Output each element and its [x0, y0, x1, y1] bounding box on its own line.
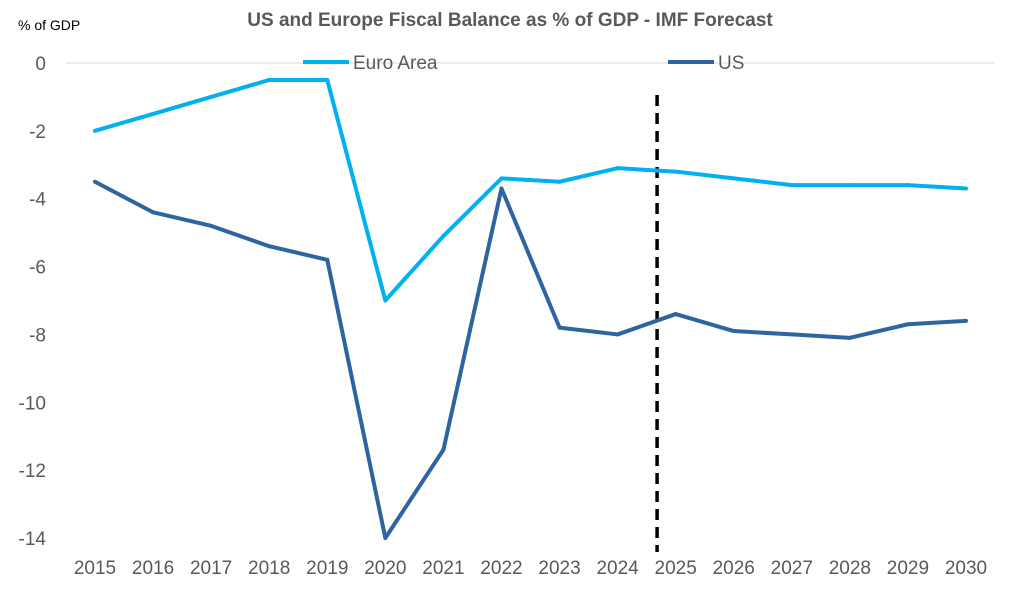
x-tick-label: 2016 [132, 558, 174, 579]
data-point [209, 94, 214, 99]
y-axis-label: % of GDP [18, 17, 80, 33]
data-point [441, 447, 446, 452]
y-tick-label: -10 [19, 393, 46, 414]
x-tick-label: 2024 [596, 558, 639, 579]
data-point [267, 77, 272, 82]
data-point [209, 223, 214, 228]
data-point [557, 179, 562, 184]
y-tick-label: -12 [19, 461, 46, 482]
data-point [964, 318, 968, 323]
x-tick-label: 2021 [422, 558, 464, 579]
x-tick-label: 2019 [306, 558, 348, 579]
data-point [93, 179, 97, 184]
x-tick-label: 2022 [480, 558, 522, 579]
y-tick-label: 0 [35, 54, 46, 75]
x-tick-label: 2028 [829, 558, 871, 579]
series-line-us [94, 179, 967, 540]
data-point [151, 111, 156, 116]
data-point [557, 325, 562, 330]
data-point [93, 128, 97, 133]
data-point [847, 335, 852, 340]
data-point [383, 298, 388, 303]
y-tick-label: -4 [29, 190, 46, 211]
x-tick-label: 2020 [364, 558, 406, 579]
x-tick-label: 2025 [655, 558, 697, 579]
x-tick-label: 2017 [190, 558, 232, 579]
data-point [964, 186, 968, 191]
data-point [905, 322, 910, 327]
chart-title: US and Europe Fiscal Balance as % of GDP… [247, 10, 773, 31]
data-point [267, 244, 272, 249]
data-point [847, 183, 852, 188]
y-tick-label: -8 [29, 325, 46, 346]
data-point [789, 332, 794, 337]
x-tick-label: 2030 [945, 558, 987, 579]
x-tick-label: 2026 [713, 558, 755, 579]
data-point [151, 210, 156, 215]
x-tick-label: 2029 [887, 558, 929, 579]
data-point [615, 332, 620, 337]
data-point [789, 183, 794, 188]
series-line-euro-area [94, 77, 967, 303]
data-point [673, 169, 678, 174]
data-point [731, 329, 736, 334]
data-point [499, 186, 504, 191]
data-point [325, 77, 330, 82]
data-point [383, 536, 388, 540]
x-tick-label: 2015 [74, 558, 116, 579]
data-point [441, 234, 446, 239]
data-point [905, 183, 910, 188]
y-tick-label: -6 [29, 258, 46, 279]
x-tick-label: 2023 [538, 558, 580, 579]
x-tick-label: 2018 [248, 558, 290, 579]
legend-label: Euro Area [353, 53, 438, 74]
x-tick-label: 2027 [771, 558, 813, 579]
y-tick-label: -14 [19, 529, 47, 550]
data-point [731, 176, 736, 181]
data-point [499, 176, 504, 181]
data-point [615, 166, 620, 171]
y-tick-label: -2 [29, 122, 46, 143]
data-point [325, 257, 330, 262]
data-point [673, 312, 678, 317]
legend-label: US [718, 53, 744, 74]
